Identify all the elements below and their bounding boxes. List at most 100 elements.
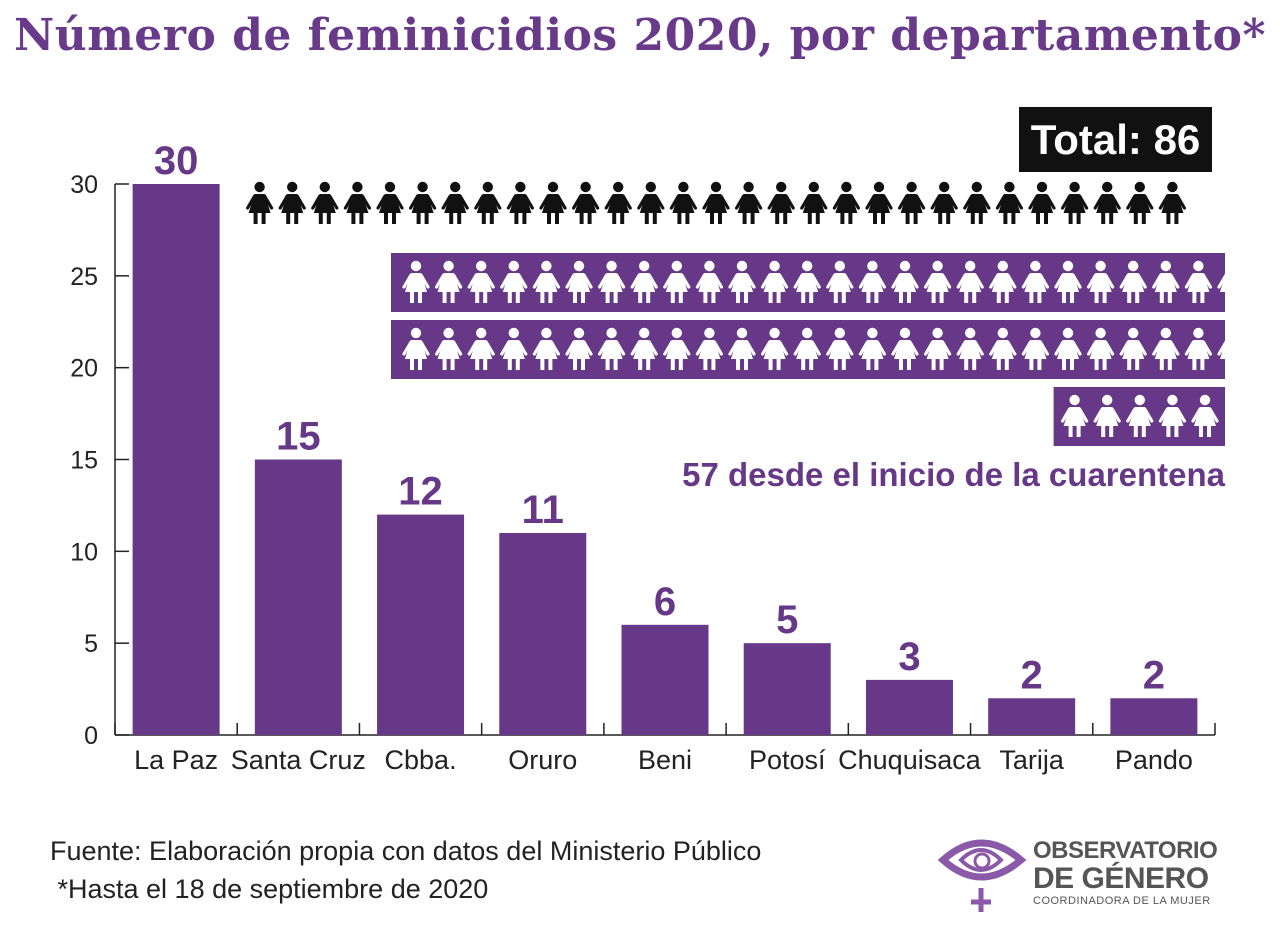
woman-figure-icon [767,181,795,224]
woman-figure-icon [989,260,1017,303]
bar [988,698,1076,735]
woman-figure-icon [402,260,430,303]
y-tick-label: 0 [84,722,98,750]
woman-figure-icon [1184,260,1212,303]
woman-figure-icon [539,181,567,224]
data-label: 6 [654,580,676,624]
woman-figure-icon [930,181,958,224]
woman-figure-icon [1054,327,1082,370]
woman-figure-icon [572,181,600,224]
woman-figure-icon [402,327,430,370]
woman-figure-icon [500,260,528,303]
woman-figure-icon [435,327,463,370]
bar [1110,698,1198,735]
woman-figure-icon [956,260,984,303]
category-label: Oruro [508,745,577,775]
woman-figure-icon [532,260,560,303]
woman-figure-icon [1158,181,1186,224]
data-label: 11 [522,488,564,532]
woman-figure-icon [278,181,306,224]
category-label: Potosí [749,745,826,775]
woman-figure-icon [376,181,404,224]
category-label: Tarija [999,745,1065,775]
y-tick-label: 10 [70,538,98,566]
woman-figure-icon [1184,327,1212,370]
y-axis: 0 5 10 15 20 25 30 [70,171,129,750]
woman-figure-icon [1158,394,1186,437]
woman-figure-icon [1152,327,1180,370]
woman-figure-icon [1152,260,1180,303]
data-label: 12 [398,470,443,514]
data-label: 3 [898,635,920,679]
woman-figure-icon [500,327,528,370]
y-tick-label: 5 [84,630,98,658]
woman-figure-icon [891,260,919,303]
chart-title: Número de feminicidios 2020, por departa… [14,10,1266,61]
woman-figure-icon [506,181,534,224]
woman-figure-icon [1021,260,1049,303]
logo-line-2: DE GÉNERO [1033,862,1209,895]
woman-figure-icon [532,327,560,370]
woman-figure-icon [1119,260,1147,303]
logo-text: OBSERVATORIO DE GÉNERO COORDINADORA DE L… [1033,837,1218,908]
woman-figure-icon [630,260,658,303]
y-tick-label: 15 [70,447,98,475]
woman-figure-icon [695,260,723,303]
woman-figure-icon [1217,327,1245,370]
category-label: Chuquisaca [838,745,982,775]
woman-figure-icon [409,181,437,224]
woman-figure-icon [995,181,1023,224]
total-badge: Total: 86 [1019,107,1212,172]
category-label: La Paz [134,745,218,775]
source-text: Fuente: Elaboración propia con datos del… [50,836,762,866]
woman-figure-icon [761,327,789,370]
woman-figure-icon [728,327,756,370]
woman-figure-icon [565,260,593,303]
woman-figure-icon [467,260,495,303]
woman-figure-icon [695,327,723,370]
woman-figure-icon [1119,327,1147,370]
woman-figure-icon [604,181,632,224]
woman-figure-icon [858,260,886,303]
woman-figure-icon [858,327,886,370]
woman-figure-icon [441,181,469,224]
y-tick-label: 20 [70,355,98,383]
woman-figure-icon [924,260,952,303]
woman-figure-icon [793,327,821,370]
date-note: *Hasta el 18 de septiembre de 2020 [50,874,489,904]
woman-figure-icon [832,181,860,224]
bars: 30 La Paz 15 Santa Cruz 12 Cbba. 11 Oruro 6 Beni 5… [132,139,1198,775]
logo-line-1: OBSERVATORIO [1033,837,1218,864]
bar [132,184,220,735]
woman-figure-icon [826,260,854,303]
category-label: Beni [638,745,692,775]
category-label: Santa Cruz [231,745,366,775]
woman-figure-icon [963,181,991,224]
woman-figure-icon [800,181,828,224]
woman-figure-icon [343,181,371,224]
woman-figure-icon [637,181,665,224]
quarantine-note: 57 desde el inicio de la cuarentena [682,456,1226,493]
data-label: 15 [276,415,321,459]
woman-figure-icon [467,327,495,370]
woman-figure-icon [1126,181,1154,224]
woman-figure-icon [1061,181,1089,224]
data-label: 5 [776,598,798,642]
woman-figure-icon [702,181,730,224]
woman-figure-icon [565,327,593,370]
woman-figure-icon [865,181,893,224]
woman-figure-icon [1217,260,1245,303]
woman-figure-icon [630,327,658,370]
woman-figure-icon [1021,327,1049,370]
category-label: Cbba. [385,745,457,775]
woman-figure-icon [663,260,691,303]
bar [499,532,587,735]
woman-figure-icon [1028,181,1056,224]
woman-figure-icon [891,327,919,370]
woman-figure-icon [826,327,854,370]
woman-figure-icon [435,260,463,303]
data-label: 2 [1143,653,1165,697]
woman-figure-icon [1126,394,1154,437]
logo-line-3: COORDINADORA DE LA MUJER [1033,895,1211,907]
